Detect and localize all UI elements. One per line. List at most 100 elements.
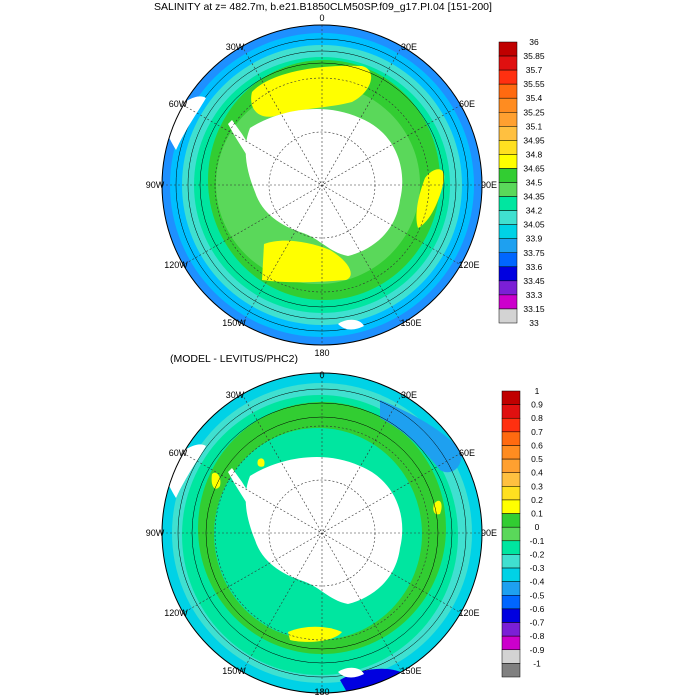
lon-label: 90W: [146, 528, 165, 538]
colorbar-label: -0.2: [530, 549, 545, 559]
colorbar-swatch: [501, 486, 521, 501]
lon-label: 30E: [401, 390, 417, 400]
colorbar-swatch: [501, 649, 521, 664]
colorbar-label: 34.2: [526, 206, 543, 216]
lon-label: 60W: [169, 99, 188, 109]
colorbar-swatch: [501, 622, 521, 637]
difference-map: [162, 373, 482, 693]
lon-label: 60E: [459, 99, 475, 109]
lon-label: 120E: [458, 608, 479, 618]
colorbar-label: 34.05: [523, 220, 545, 230]
lon-label: 0: [319, 13, 324, 23]
difference-colorbar: 1 0.9 0.8 0.7 0.6 0.5 0.4 0.3 0.2 0.1 0 -0.1 -0.2 -0.…: [501, 386, 545, 678]
lon-label: 120W: [164, 608, 188, 618]
colorbar-label: 0.2: [531, 495, 543, 505]
colorbar-swatch: [498, 126, 518, 141]
colorbar-swatch: [498, 210, 518, 225]
colorbar-swatch: [498, 224, 518, 239]
colorbar-label: 33.75: [523, 248, 545, 258]
colorbar-label: 34.8: [526, 149, 543, 159]
salinity-title: SALINITY at z= 482.7m, b.e21.B1850CLM50S…: [154, 1, 492, 13]
colorbar-label: 33.45: [523, 276, 545, 286]
difference-lon-labels: 0 30E 60E 90E 120E 150E 180 150W 120W 90…: [146, 370, 497, 697]
colorbar-swatch: [498, 168, 518, 183]
colorbar-label: 34.5: [526, 178, 543, 188]
lon-label: 180: [314, 348, 329, 358]
colorbar-swatch: [501, 458, 521, 473]
colorbar-label: 0.9: [531, 400, 543, 410]
colorbar-swatch: [498, 112, 518, 127]
colorbar-label: 34.65: [523, 163, 545, 173]
colorbar-label: -0.9: [530, 645, 545, 655]
salinity-map: [162, 25, 482, 345]
lon-label: 30E: [401, 42, 417, 52]
lon-label: 90W: [146, 180, 165, 190]
colorbar-swatch: [501, 540, 521, 555]
lon-label: 30W: [226, 390, 245, 400]
colorbar-label: 0.5: [531, 454, 543, 464]
colorbar-swatch: [501, 608, 521, 623]
colorbar-swatch: [501, 526, 521, 542]
lon-label: 180: [314, 687, 329, 697]
colorbar-swatch: [498, 182, 518, 197]
colorbar-label: -1: [533, 658, 541, 668]
colorbar-label: 0.7: [531, 427, 543, 437]
colorbar-swatch: [498, 266, 518, 282]
colorbar-swatch: [501, 554, 521, 569]
salinity-colorbar: 36 35.85 35.7 35.55 35.4 35.25 35.1 34.95 34.8 34…: [498, 37, 545, 328]
lon-label: 30W: [226, 42, 245, 52]
colorbar-swatch: [498, 308, 518, 324]
colorbar-swatch: [498, 97, 518, 113]
difference-title: (MODEL - LEVITUS/PHC2): [170, 353, 298, 365]
colorbar-swatch: [501, 513, 521, 528]
colorbar-label: 33.3: [526, 290, 543, 300]
colorbar-swatch: [501, 595, 521, 610]
colorbar-swatch: [498, 252, 518, 268]
lon-label: 150W: [222, 666, 246, 676]
salinity-map-border: [161, 24, 483, 346]
colorbar-swatch: [498, 238, 518, 253]
colorbar-swatch: [501, 404, 521, 419]
colorbar-label: 33.15: [523, 304, 545, 314]
lon-label: 90E: [481, 528, 497, 538]
colorbar-label: -0.8: [530, 631, 545, 641]
salinity-lon-labels: 0 30E 60E 90E 120E 150E 180 150W 120W 90…: [146, 13, 497, 358]
colorbar-swatch: [501, 445, 521, 460]
colorbar-label: 35.55: [523, 79, 545, 89]
lon-label: 120E: [458, 260, 479, 270]
colorbar-label: 35.85: [523, 51, 545, 61]
colorbar-swatch: [501, 431, 521, 446]
colorbar-swatch: [498, 41, 518, 57]
colorbar-swatch: [501, 417, 521, 433]
colorbar-label: -0.5: [530, 590, 545, 600]
salinity-panel: SALINITY at z= 482.7m, b.e21.B1850CLM50S…: [146, 1, 545, 358]
lon-label: 120W: [164, 260, 188, 270]
colorbar-label: 0: [535, 522, 540, 532]
lon-label: 150E: [400, 318, 421, 328]
colorbar-swatch: [498, 140, 518, 155]
lon-label: 90E: [481, 180, 497, 190]
colorbar-swatch: [501, 499, 521, 514]
colorbar-label: 34.35: [523, 192, 545, 202]
colorbar-label: 0.1: [531, 509, 543, 519]
colorbar-label: 35.7: [526, 65, 543, 75]
lon-label: 60W: [169, 448, 188, 458]
colorbar-label: 34.95: [523, 135, 545, 145]
colorbar-label: 35.4: [526, 93, 543, 103]
colorbar-label: 0.3: [531, 481, 543, 491]
colorbar-swatch: [498, 196, 518, 211]
colorbar-swatch: [498, 83, 518, 99]
colorbar-swatch: [501, 390, 521, 405]
colorbar-swatch: [498, 69, 518, 85]
colorbar-swatch: [501, 472, 521, 487]
colorbar-swatch: [498, 55, 518, 71]
colorbar-label: 36: [529, 37, 539, 47]
colorbar-swatch: [498, 154, 518, 169]
colorbar-swatch: [501, 567, 521, 582]
colorbar-label: -0.7: [530, 618, 545, 628]
colorbar-swatch: [501, 663, 521, 678]
colorbar-swatch: [498, 280, 518, 296]
colorbar-swatch: [501, 635, 521, 651]
colorbar-swatch: [501, 581, 521, 596]
